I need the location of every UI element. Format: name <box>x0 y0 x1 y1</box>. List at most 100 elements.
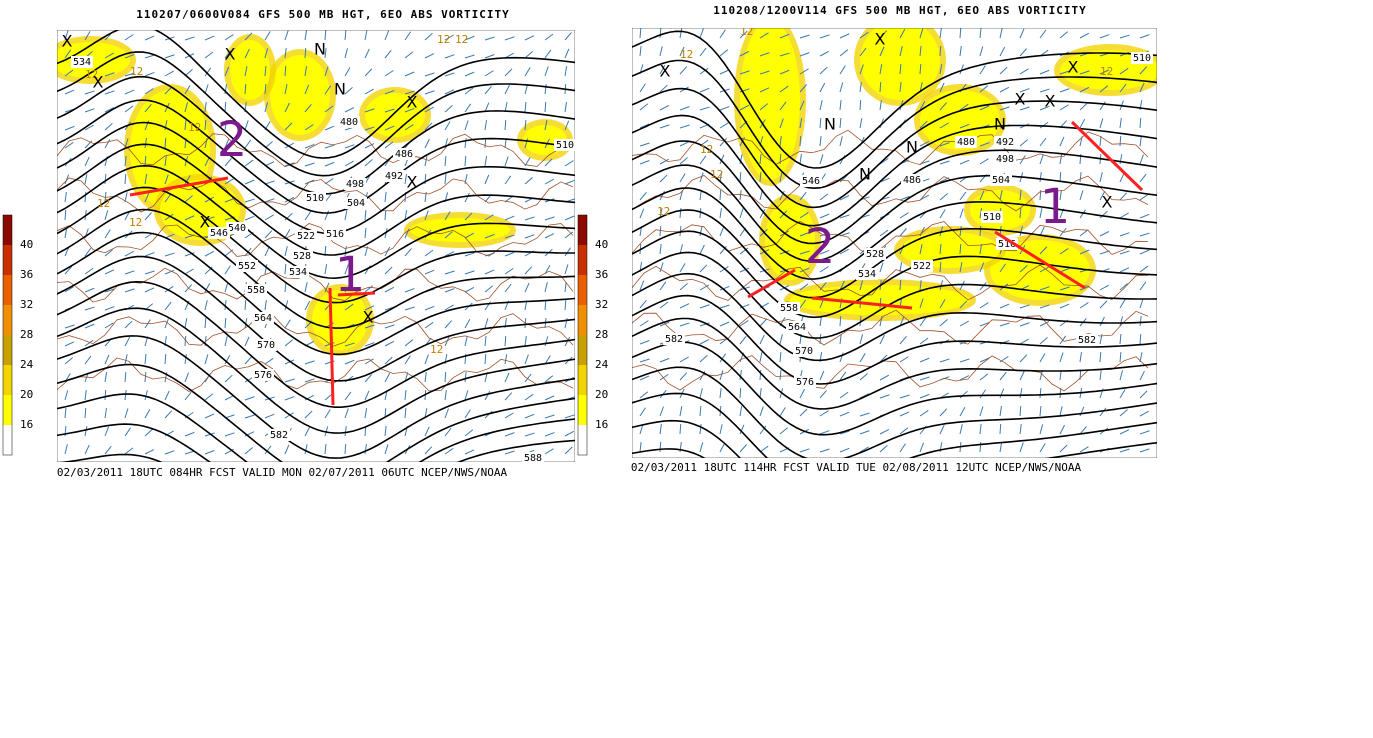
wind-barb <box>1039 154 1044 165</box>
wind-barb <box>1119 448 1130 453</box>
wind-barb <box>639 375 650 381</box>
wind-barb <box>1099 85 1109 93</box>
wind-barb <box>1139 410 1150 417</box>
wind-barb <box>739 88 750 93</box>
wind-barb <box>204 317 207 329</box>
wind-barb <box>999 66 1008 75</box>
wind-barb <box>719 172 723 183</box>
colorbar-swatch <box>578 275 587 305</box>
wind-barb <box>304 30 308 41</box>
wind-barb <box>919 120 928 129</box>
wind-barb <box>719 226 725 237</box>
wind-barb <box>64 357 73 365</box>
wind-barb <box>679 66 688 75</box>
wind-barb <box>484 318 489 329</box>
wind-barb <box>564 179 575 185</box>
wind-barb <box>224 265 231 275</box>
wind-barb <box>104 269 115 275</box>
wind-barb <box>699 264 708 273</box>
wind-barb <box>164 450 175 455</box>
map-footer: 02/03/2011 18UTC 114HR FCST VALID TUE 02… <box>631 461 1082 474</box>
wind-barb <box>739 247 749 255</box>
wind-barb <box>244 159 254 167</box>
wind-barb <box>124 408 129 419</box>
wind-barb <box>879 394 890 399</box>
wind-barb <box>719 208 722 219</box>
wind-barb <box>659 301 669 309</box>
wind-barb <box>264 445 272 455</box>
wind-barb <box>1139 66 1148 75</box>
annotation-number: 2 <box>217 112 248 168</box>
wind-barb <box>959 424 963 435</box>
wind-barb <box>859 446 869 453</box>
wind-barb <box>1139 448 1150 453</box>
wind-barb <box>364 30 368 41</box>
wind-barb <box>1119 267 1130 273</box>
wind-barb <box>104 426 110 437</box>
wind-barb <box>484 336 487 347</box>
wind-barb <box>444 155 447 167</box>
wind-barb <box>384 356 393 365</box>
label-bg <box>291 250 313 262</box>
wind-barb <box>799 118 803 129</box>
wind-barb <box>84 108 95 113</box>
wind-barb <box>699 28 704 39</box>
wind-barb <box>719 49 729 57</box>
wind-barb <box>1019 189 1022 201</box>
wind-barb <box>699 304 710 309</box>
wind-barb <box>164 156 167 167</box>
vorticity-label: 12 <box>710 168 723 181</box>
wind-barb <box>1139 281 1147 291</box>
wind-barb <box>484 234 495 239</box>
wind-barb <box>819 410 829 417</box>
wind-barb <box>999 303 1010 309</box>
vorticity-area <box>160 180 240 240</box>
wind-barb <box>84 287 95 293</box>
wind-barb <box>224 394 235 401</box>
wind-barb <box>859 412 870 417</box>
wind-barb <box>919 63 922 75</box>
wind-barb <box>224 120 228 131</box>
wind-barb <box>244 336 250 347</box>
wind-barb <box>1039 246 1048 255</box>
wind-barb <box>504 267 514 275</box>
wind-barb <box>284 197 295 203</box>
wind-barb <box>659 357 670 363</box>
map-outline <box>632 129 1149 166</box>
wind-barb <box>104 72 115 77</box>
wind-barb <box>979 262 985 273</box>
wind-barb <box>739 208 744 219</box>
wind-barb <box>899 63 902 75</box>
wind-barb <box>959 262 963 273</box>
wind-barb <box>204 354 209 365</box>
wind-barb <box>464 318 471 329</box>
wind-barb <box>324 105 334 113</box>
wind-barb <box>324 443 327 455</box>
wind-barb <box>699 67 709 75</box>
wind-barb <box>879 429 890 435</box>
wind-barb <box>1079 426 1087 435</box>
vorticity-label: 12 <box>85 68 98 81</box>
wind-barb <box>124 72 135 77</box>
wind-barb <box>1039 137 1047 147</box>
wind-barb <box>839 174 848 183</box>
height-contour <box>632 59 1157 190</box>
wind-barb <box>444 251 455 257</box>
wind-barb <box>384 444 389 455</box>
height-contour <box>57 307 575 434</box>
wind-barb <box>304 66 308 77</box>
wind-barb <box>1079 249 1090 255</box>
wind-barb <box>444 288 455 293</box>
wind-barb <box>719 370 724 381</box>
wind-barb <box>1059 136 1065 147</box>
wind-barb <box>564 247 572 257</box>
wind-barb <box>384 192 387 203</box>
height-contour <box>57 208 575 329</box>
wind-barb <box>959 159 970 165</box>
wind-barb <box>564 160 574 167</box>
contour-label: 498 <box>996 154 1014 165</box>
wind-barb <box>699 244 705 255</box>
contour-label: 522 <box>297 231 315 242</box>
wind-barb <box>839 334 842 345</box>
contour-label: 528 <box>293 251 311 262</box>
